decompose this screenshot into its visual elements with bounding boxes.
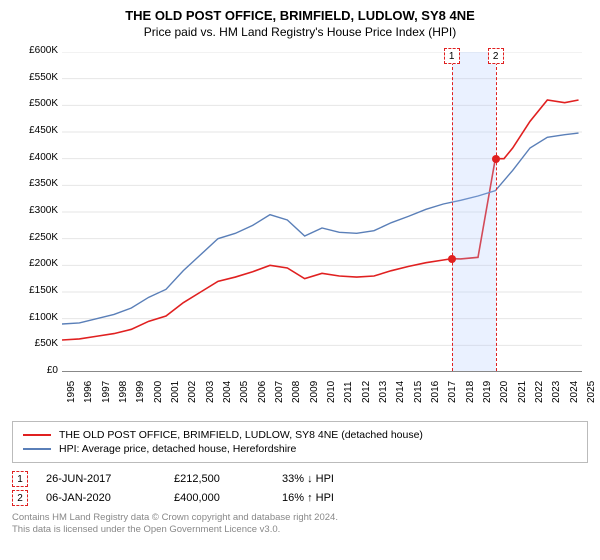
legend-row: HPI: Average price, detached house, Here… bbox=[23, 442, 577, 456]
y-tick-label: £150K bbox=[12, 285, 58, 296]
sale-price: £212,500 bbox=[174, 473, 264, 485]
legend-box: THE OLD POST OFFICE, BRIMFIELD, LUDLOW, … bbox=[12, 421, 588, 463]
highlight-band bbox=[452, 52, 496, 371]
sale-dot bbox=[492, 155, 500, 163]
chart-title: THE OLD POST OFFICE, BRIMFIELD, LUDLOW, … bbox=[12, 8, 588, 23]
x-tick-label: 2025 bbox=[586, 381, 598, 403]
x-tick-label: 2020 bbox=[499, 381, 511, 403]
chart-area: £0 £50K £100K £150K £200K £250K £300K £350K £400… bbox=[12, 45, 588, 415]
y-tick-label: £300K bbox=[12, 205, 58, 216]
x-tick-label: 2018 bbox=[465, 381, 477, 403]
marker-line bbox=[496, 52, 497, 371]
footer-line-1: Contains HM Land Registry data © Crown c… bbox=[12, 512, 588, 524]
x-tick-label: 1997 bbox=[101, 381, 113, 403]
y-tick-label: £50K bbox=[12, 338, 58, 349]
y-tick-label: £500K bbox=[12, 98, 58, 109]
footer-line-2: This data is licensed under the Open Gov… bbox=[12, 524, 588, 536]
x-tick-label: 2023 bbox=[551, 381, 563, 403]
x-tick-label: 2014 bbox=[395, 381, 407, 403]
x-tick-label: 2001 bbox=[170, 381, 182, 403]
x-tick-label: 2017 bbox=[447, 381, 459, 403]
y-tick-label: £0 bbox=[12, 365, 58, 376]
y-tick-label: £600K bbox=[12, 45, 58, 56]
chart-container: THE OLD POST OFFICE, BRIMFIELD, LUDLOW, … bbox=[0, 0, 600, 560]
y-tick-label: £450K bbox=[12, 125, 58, 136]
x-tick-label: 2010 bbox=[326, 381, 338, 403]
y-tick-label: £400K bbox=[12, 152, 58, 163]
x-tick-label: 2003 bbox=[205, 381, 217, 403]
sales-block: 1 26-JUN-2017 £212,500 33% ↓ HPI 2 06-JAN-202… bbox=[12, 471, 588, 506]
x-tick-label: 2021 bbox=[517, 381, 529, 403]
plot-svg bbox=[62, 52, 582, 372]
chart-subtitle: Price paid vs. HM Land Registry's House … bbox=[12, 25, 588, 39]
title-block: THE OLD POST OFFICE, BRIMFIELD, LUDLOW, … bbox=[12, 8, 588, 39]
x-tick-label: 2022 bbox=[534, 381, 546, 403]
sale-row: 2 06-JAN-2020 £400,000 16% ↑ HPI bbox=[12, 490, 588, 506]
sale-dot bbox=[448, 255, 456, 263]
sale-date: 06-JAN-2020 bbox=[46, 492, 156, 504]
x-tick-label: 2000 bbox=[153, 381, 165, 403]
series-hpi bbox=[62, 133, 579, 324]
footer: Contains HM Land Registry data © Crown c… bbox=[12, 512, 588, 537]
x-axis-baseline bbox=[62, 371, 582, 372]
x-tick-label: 2009 bbox=[309, 381, 321, 403]
x-tick-label: 2012 bbox=[361, 381, 373, 403]
x-tick-label: 2002 bbox=[187, 381, 199, 403]
x-tick-label: 2004 bbox=[222, 381, 234, 403]
sale-pct-vs-hpi: 16% ↑ HPI bbox=[282, 492, 382, 504]
marker-line bbox=[452, 52, 453, 371]
sale-row: 1 26-JUN-2017 £212,500 33% ↓ HPI bbox=[12, 471, 588, 487]
x-tick-label: 2024 bbox=[569, 381, 581, 403]
y-tick-label: £200K bbox=[12, 258, 58, 269]
x-tick-label: 2011 bbox=[343, 381, 355, 403]
x-tick-label: 2019 bbox=[482, 381, 494, 403]
sale-pct-vs-hpi: 33% ↓ HPI bbox=[282, 473, 382, 485]
x-tick-label: 2015 bbox=[413, 381, 425, 403]
series-property bbox=[62, 100, 579, 340]
marker-label: 1 bbox=[444, 48, 460, 64]
y-tick-label: £550K bbox=[12, 72, 58, 83]
x-tick-label: 2007 bbox=[274, 381, 286, 403]
y-tick-label: £250K bbox=[12, 232, 58, 243]
legend-label-hpi: HPI: Average price, detached house, Here… bbox=[59, 443, 296, 455]
x-tick-label: 2013 bbox=[378, 381, 390, 403]
x-tick-label: 2008 bbox=[291, 381, 303, 403]
x-tick-label: 2005 bbox=[239, 381, 251, 403]
sale-date: 26-JUN-2017 bbox=[46, 473, 156, 485]
y-tick-label: £350K bbox=[12, 178, 58, 189]
legend-label-property: THE OLD POST OFFICE, BRIMFIELD, LUDLOW, … bbox=[59, 429, 423, 441]
plot-region: 12 bbox=[62, 51, 582, 371]
legend-swatch-property bbox=[23, 434, 51, 436]
x-tick-label: 2016 bbox=[430, 381, 442, 403]
x-tick-label: 1996 bbox=[83, 381, 95, 403]
x-tick-label: 1998 bbox=[118, 381, 130, 403]
x-tick-label: 2006 bbox=[257, 381, 269, 403]
y-tick-label: £100K bbox=[12, 312, 58, 323]
sale-marker-icon: 2 bbox=[12, 490, 28, 506]
sale-marker-icon: 1 bbox=[12, 471, 28, 487]
x-tick-label: 1995 bbox=[66, 381, 78, 403]
x-tick-label: 1999 bbox=[135, 381, 147, 403]
marker-label: 2 bbox=[488, 48, 504, 64]
legend-swatch-hpi bbox=[23, 448, 51, 450]
sale-price: £400,000 bbox=[174, 492, 264, 504]
legend-row: THE OLD POST OFFICE, BRIMFIELD, LUDLOW, … bbox=[23, 428, 577, 442]
